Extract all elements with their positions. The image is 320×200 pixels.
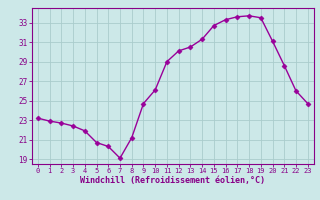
X-axis label: Windchill (Refroidissement éolien,°C): Windchill (Refroidissement éolien,°C) [80, 176, 265, 185]
